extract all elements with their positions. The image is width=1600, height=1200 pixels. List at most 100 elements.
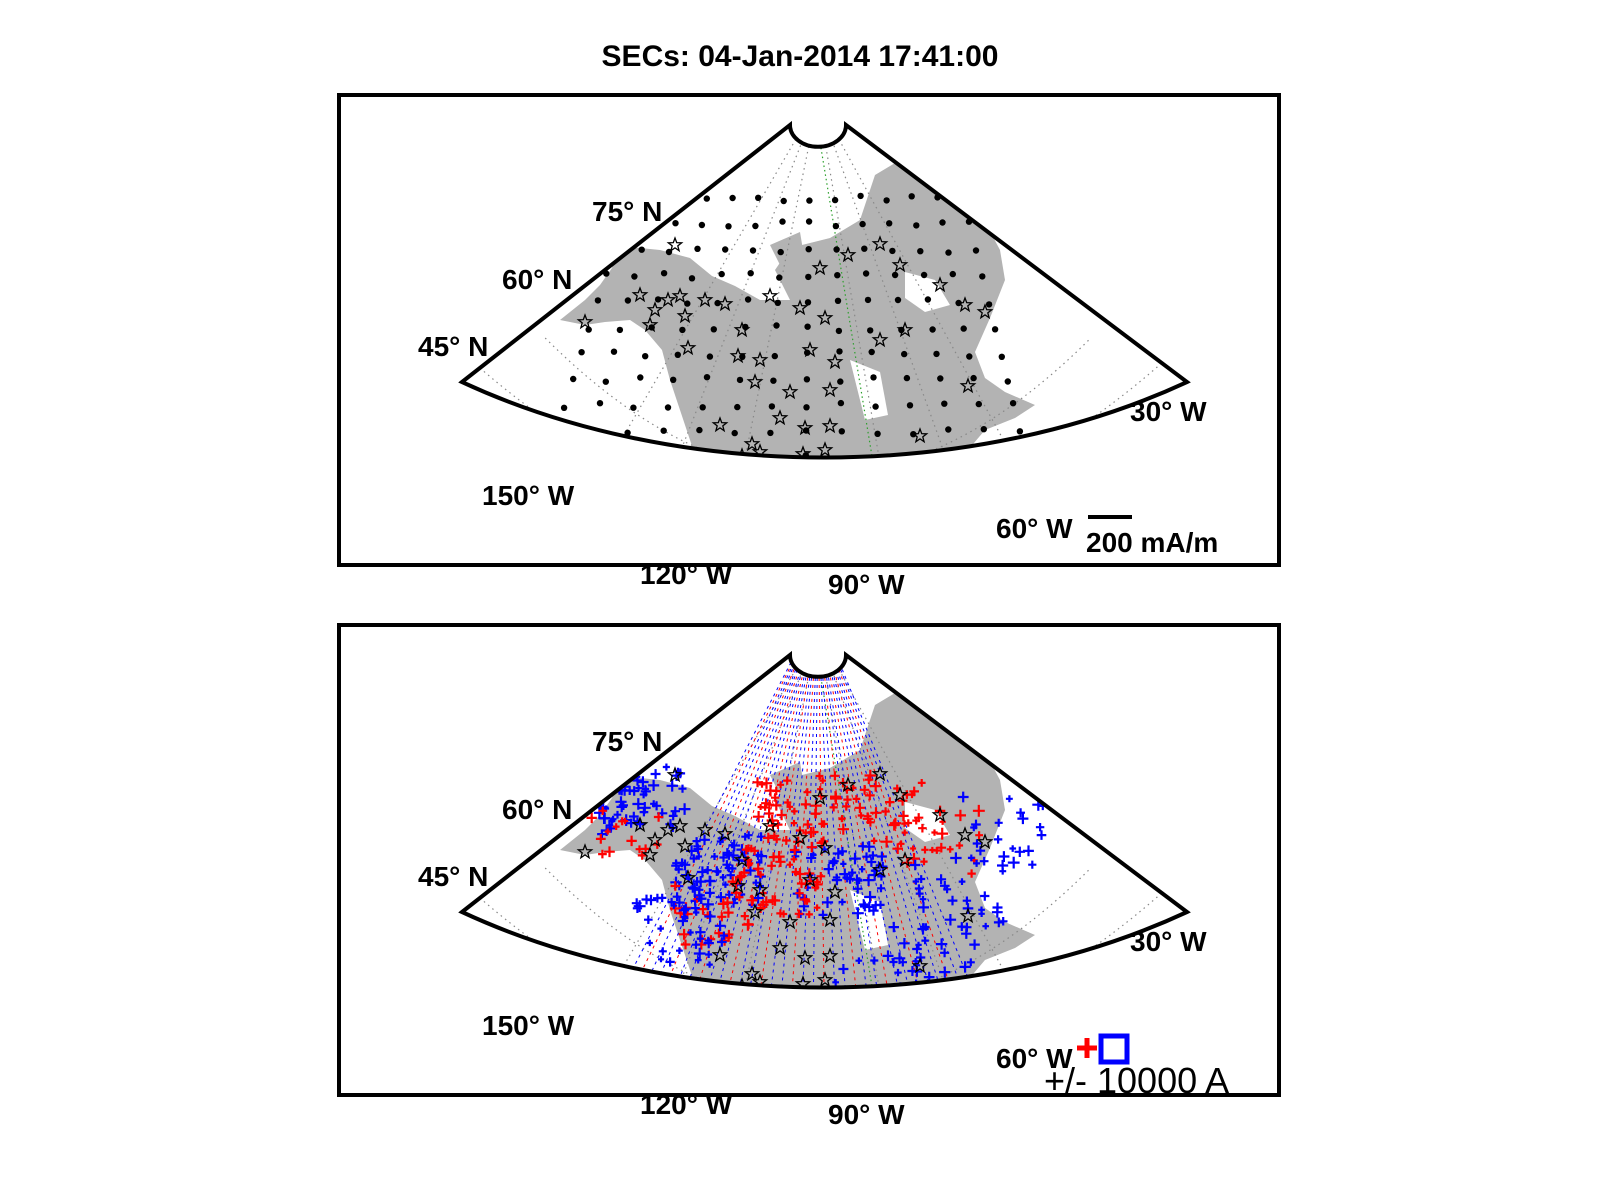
- longitude-label: 120° W: [640, 559, 733, 590]
- station-star: [796, 949, 814, 966]
- current-vector-dot: [831, 196, 839, 204]
- current-vector-dot: [734, 403, 741, 411]
- longitude-label: 120° W: [640, 1089, 733, 1120]
- sec-amplitude-marker: [840, 860, 847, 867]
- sec-amplitude-marker: [1007, 856, 1020, 869]
- station-star: [711, 946, 729, 963]
- sec-amplitude-marker: [999, 917, 1008, 926]
- sec-grid-line: [827, 655, 939, 988]
- current-vector-dot: [901, 350, 908, 358]
- sec-amplitude-marker: [633, 900, 646, 913]
- current-vector-dot: [747, 270, 754, 277]
- current-vector-dot: [630, 404, 637, 411]
- sec-amplitude-marker: [702, 898, 714, 911]
- sec-amplitude-marker: [595, 834, 606, 844]
- current-vector-dot: [945, 249, 952, 256]
- sec-amplitude-marker: [805, 910, 813, 919]
- sec-amplitude-marker: [696, 935, 704, 943]
- sec-amplitude-marker: [866, 818, 875, 827]
- current-vector-dot: [836, 348, 843, 355]
- station-star: [666, 766, 684, 783]
- current-vector-dot: [868, 348, 875, 356]
- sec-amplitude-marker: [914, 884, 924, 893]
- sec-amplitude-marker: [786, 861, 794, 868]
- station-star: [871, 331, 889, 348]
- station-star: [729, 877, 747, 894]
- sec-amplitude-marker: [940, 948, 950, 958]
- central-meridian: [817, 129, 891, 458]
- sec-amplitude-marker: [717, 912, 727, 922]
- current-vector-dot: [749, 247, 757, 254]
- sec-amplitude-marker: [854, 802, 865, 813]
- sec-amplitude-marker: [724, 863, 734, 873]
- sec-grid-line: [829, 655, 967, 988]
- sec-amplitude-marker: [741, 845, 751, 855]
- sec-amplitude-marker: [644, 915, 653, 924]
- sec-amplitude-marker: [764, 808, 774, 819]
- station-star: [676, 837, 694, 854]
- station-star: [781, 913, 799, 930]
- sec-amplitude-marker: [997, 859, 1009, 872]
- current-vector-dot: [883, 197, 890, 204]
- current-vector-dot: [770, 377, 777, 384]
- sec-grid-line: [755, 655, 814, 988]
- sec-amplitude-marker: [613, 810, 622, 819]
- current-vector-dot: [933, 350, 940, 358]
- sec-amplitude-marker: [851, 874, 863, 885]
- current-vector-dot: [920, 271, 928, 279]
- station-star: [659, 821, 677, 838]
- station-star: [871, 235, 889, 252]
- sec-grid-line: [587, 655, 801, 988]
- sec-amplitude-marker: [716, 838, 724, 845]
- sec-amplitude-marker: [870, 956, 879, 965]
- current-vector-dot: [780, 197, 787, 205]
- station-star: [821, 381, 839, 398]
- sec-amplitude-marker: [881, 807, 890, 816]
- sec-amplitude-marker: [857, 812, 865, 819]
- sec-amplitude-marker: [658, 956, 665, 963]
- current-vector-dot: [805, 218, 813, 225]
- sec-grid-line: [727, 655, 812, 988]
- current-vector-dot: [710, 326, 717, 333]
- sec-amplitude-marker: [799, 894, 810, 905]
- current-vector-dot: [779, 218, 786, 225]
- sec-amplitude-marker: [936, 842, 947, 853]
- sec-amplitude-marker: [962, 896, 972, 905]
- sec-amplitude-marker: [803, 788, 812, 796]
- sec-amplitude-marker: [692, 837, 701, 846]
- sec-amplitude-marker: [830, 792, 842, 805]
- station-star: [671, 287, 689, 304]
- sec-amplitude-marker: [726, 870, 735, 880]
- sec-amplitude-marker: [843, 795, 852, 804]
- current-vector-dot: [870, 374, 877, 381]
- sec-amplitude-marker: [790, 807, 798, 815]
- sec-amplitude-marker: [908, 790, 916, 799]
- station-star: [791, 829, 809, 846]
- station-star: [751, 351, 769, 368]
- sec-amplitude-marker: [752, 811, 765, 823]
- station-star: [666, 236, 684, 253]
- sec-amplitude-marker: [880, 835, 893, 848]
- sec-amplitude-marker: [1036, 830, 1047, 840]
- sec-amplitude-marker: [950, 852, 962, 864]
- sec-amplitude-marker: [803, 898, 811, 905]
- sec-amplitude-marker: [719, 931, 728, 940]
- current-vector-dot: [985, 301, 993, 308]
- sec-amplitude-marker: [821, 896, 834, 908]
- sec-amplitude-marker: [852, 795, 861, 803]
- station-star: [976, 303, 994, 320]
- sec-amplitude-marker: [677, 858, 687, 868]
- longitude-label: 90° W: [828, 1099, 905, 1130]
- sec-amplitude-marker: [967, 854, 975, 862]
- arctic-island: [770, 232, 805, 275]
- sec-amplitude-marker: [910, 859, 921, 871]
- current-vector-dot: [684, 300, 691, 307]
- sec-amplitude-marker: [722, 848, 733, 858]
- sec-amplitude-marker: [912, 944, 922, 954]
- sec-amplitude-marker: [864, 790, 875, 801]
- sec-amplitude-marker: [777, 781, 785, 789]
- latitude-label: 45° N: [418, 331, 488, 362]
- station-star: [771, 409, 789, 426]
- station-star: [826, 883, 844, 900]
- sec-amplitude-marker: [888, 819, 900, 831]
